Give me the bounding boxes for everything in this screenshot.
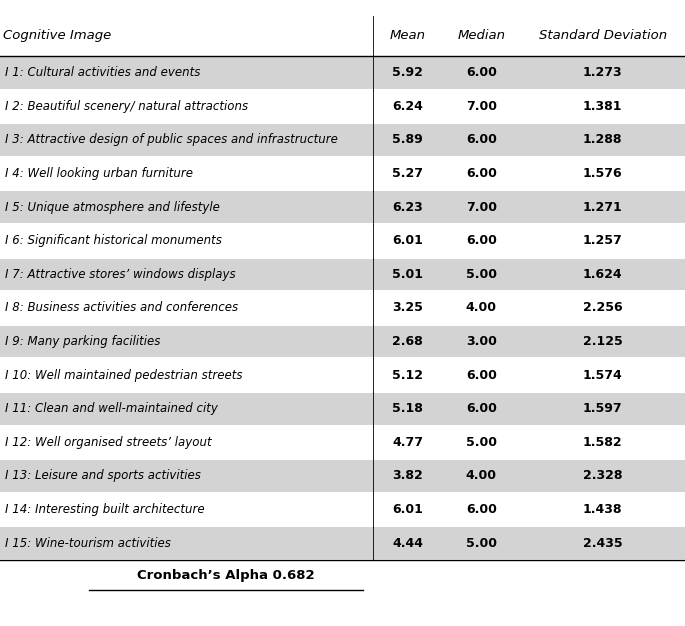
Text: 6.00: 6.00 (466, 167, 497, 180)
Bar (0, 257, 685, 291)
Text: I 2: Beautiful scenery/ natural attractions: I 2: Beautiful scenery/ natural attracti… (5, 100, 249, 113)
Bar (0, 325, 685, 358)
Text: I 4: Well looking urban furniture: I 4: Well looking urban furniture (5, 167, 193, 180)
Text: 1.597: 1.597 (583, 403, 623, 415)
Text: 5.18: 5.18 (392, 403, 423, 415)
Bar (0, 392, 685, 426)
Bar (0, 426, 685, 459)
Text: 6.00: 6.00 (466, 503, 497, 516)
Text: 6.24: 6.24 (392, 100, 423, 113)
Text: 2.435: 2.435 (583, 536, 623, 550)
Text: 1.288: 1.288 (583, 133, 623, 146)
Text: I 8: Business activities and conferences: I 8: Business activities and conferences (5, 302, 238, 314)
Text: I 14: Interesting built architecture: I 14: Interesting built architecture (5, 503, 205, 516)
Text: 5.01: 5.01 (392, 268, 423, 281)
Text: 4.77: 4.77 (392, 436, 423, 449)
Text: 3.00: 3.00 (466, 335, 497, 348)
Text: 5.27: 5.27 (392, 167, 423, 180)
Text: 5.92: 5.92 (392, 66, 423, 80)
Bar (0, 493, 685, 526)
Text: 1.574: 1.574 (583, 369, 623, 382)
Text: I 6: Significant historical monuments: I 6: Significant historical monuments (5, 234, 223, 247)
Text: I 9: Many parking facilities: I 9: Many parking facilities (5, 335, 161, 348)
Text: 2.68: 2.68 (393, 335, 423, 348)
Text: I 13: Leisure and sports activities: I 13: Leisure and sports activities (5, 470, 201, 483)
Bar (0, 190, 685, 224)
Bar (0, 56, 685, 90)
Text: 1.438: 1.438 (583, 503, 623, 516)
Bar (0, 123, 685, 156)
Text: 5.00: 5.00 (466, 536, 497, 550)
Text: 6.00: 6.00 (466, 234, 497, 247)
Text: 6.23: 6.23 (393, 201, 423, 213)
Text: 5.12: 5.12 (392, 369, 423, 382)
Text: 1.582: 1.582 (583, 436, 623, 449)
Text: Mean: Mean (390, 29, 425, 43)
Text: 4.00: 4.00 (466, 470, 497, 483)
Text: I 11: Clean and well-maintained city: I 11: Clean and well-maintained city (5, 403, 219, 415)
Text: 2.256: 2.256 (583, 302, 623, 314)
Text: 5.00: 5.00 (466, 436, 497, 449)
Text: 6.00: 6.00 (466, 66, 497, 80)
Text: 6.00: 6.00 (466, 369, 497, 382)
Text: Cognitive Image: Cognitive Image (3, 29, 112, 43)
Text: 2.328: 2.328 (583, 470, 623, 483)
Text: 7.00: 7.00 (466, 201, 497, 213)
Bar (0, 291, 685, 325)
Bar (0, 459, 685, 493)
Text: 5.00: 5.00 (466, 268, 497, 281)
Text: 5.89: 5.89 (393, 133, 423, 146)
Text: 1.271: 1.271 (583, 201, 623, 213)
Text: I 10: Well maintained pedestrian streets: I 10: Well maintained pedestrian streets (5, 369, 243, 382)
Text: 1.257: 1.257 (583, 234, 623, 247)
Text: 1.576: 1.576 (583, 167, 623, 180)
Text: 4.00: 4.00 (466, 302, 497, 314)
Bar (0, 358, 685, 392)
Text: 6.01: 6.01 (392, 234, 423, 247)
Text: Median: Median (457, 29, 506, 43)
Bar (0, 90, 685, 123)
Text: I 1: Cultural activities and events: I 1: Cultural activities and events (5, 66, 201, 80)
Text: 2.125: 2.125 (583, 335, 623, 348)
Text: I 15: Wine-tourism activities: I 15: Wine-tourism activities (5, 536, 171, 550)
Text: 3.25: 3.25 (392, 302, 423, 314)
Text: 6.00: 6.00 (466, 133, 497, 146)
Text: I 12: Well organised streets’ layout: I 12: Well organised streets’ layout (5, 436, 212, 449)
Text: 3.82: 3.82 (393, 470, 423, 483)
Text: 1.381: 1.381 (583, 100, 623, 113)
Text: I 3: Attractive design of public spaces and infrastructure: I 3: Attractive design of public spaces … (5, 133, 338, 146)
Bar (0, 156, 685, 190)
Text: 7.00: 7.00 (466, 100, 497, 113)
Text: 1.273: 1.273 (583, 66, 623, 80)
Bar (0, 224, 685, 257)
Text: I 5: Unique atmosphere and lifestyle: I 5: Unique atmosphere and lifestyle (5, 201, 221, 213)
Text: 1.624: 1.624 (583, 268, 623, 281)
Text: 6.00: 6.00 (466, 403, 497, 415)
Text: Cronbach’s Alpha 0.682: Cronbach’s Alpha 0.682 (137, 569, 315, 582)
Text: Standard Deviation: Standard Deviation (538, 29, 667, 43)
Bar (0, 526, 685, 560)
Text: 6.01: 6.01 (392, 503, 423, 516)
Text: 4.44: 4.44 (392, 536, 423, 550)
Text: I 7: Attractive stores’ windows displays: I 7: Attractive stores’ windows displays (5, 268, 236, 281)
